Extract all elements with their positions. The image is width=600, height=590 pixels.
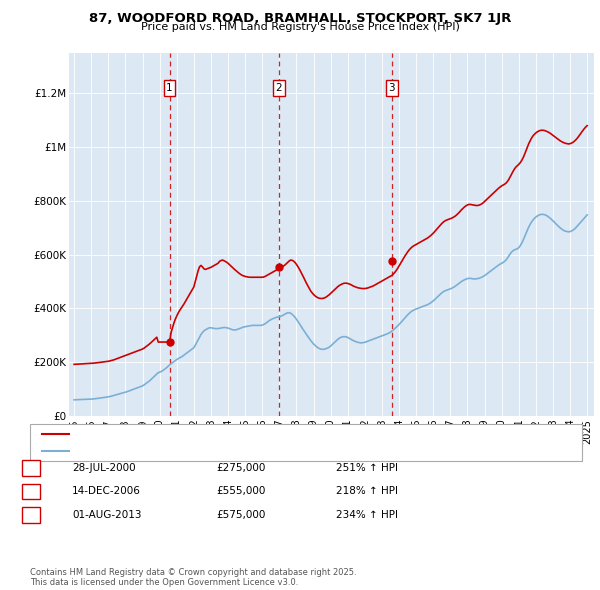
Text: 251% ↑ HPI: 251% ↑ HPI xyxy=(336,463,398,473)
Text: 218% ↑ HPI: 218% ↑ HPI xyxy=(336,487,398,496)
Text: 87, WOODFORD ROAD, BRAMHALL, STOCKPORT, SK7 1JR (semi-detached house): 87, WOODFORD ROAD, BRAMHALL, STOCKPORT, … xyxy=(75,430,457,439)
Text: 234% ↑ HPI: 234% ↑ HPI xyxy=(336,510,398,520)
Text: £275,000: £275,000 xyxy=(216,463,265,473)
Text: 3: 3 xyxy=(28,510,35,520)
Text: 1: 1 xyxy=(166,83,173,93)
Text: 1: 1 xyxy=(28,463,35,473)
Text: Contains HM Land Registry data © Crown copyright and database right 2025.
This d: Contains HM Land Registry data © Crown c… xyxy=(30,568,356,587)
Text: HPI: Average price, semi-detached house, Stockport: HPI: Average price, semi-detached house,… xyxy=(75,447,323,456)
Text: £555,000: £555,000 xyxy=(216,487,265,496)
Text: 28-JUL-2000: 28-JUL-2000 xyxy=(72,463,136,473)
Text: Price paid vs. HM Land Registry's House Price Index (HPI): Price paid vs. HM Land Registry's House … xyxy=(140,22,460,32)
Text: 87, WOODFORD ROAD, BRAMHALL, STOCKPORT, SK7 1JR: 87, WOODFORD ROAD, BRAMHALL, STOCKPORT, … xyxy=(89,12,511,25)
Text: £575,000: £575,000 xyxy=(216,510,265,520)
Text: 2: 2 xyxy=(28,487,35,496)
Text: 3: 3 xyxy=(389,83,395,93)
Text: 2: 2 xyxy=(275,83,282,93)
Text: 14-DEC-2006: 14-DEC-2006 xyxy=(72,487,141,496)
Text: 01-AUG-2013: 01-AUG-2013 xyxy=(72,510,142,520)
